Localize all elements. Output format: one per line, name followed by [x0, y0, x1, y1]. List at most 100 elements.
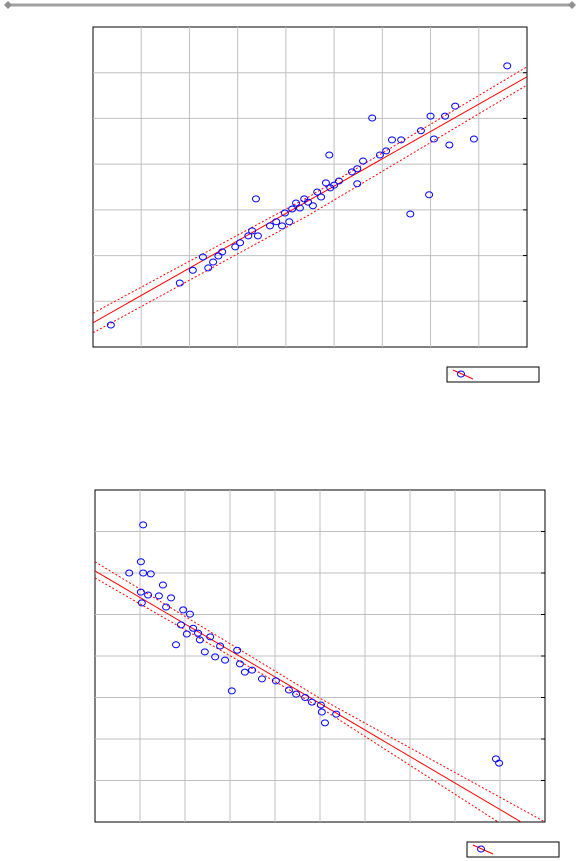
- data-point: [200, 648, 209, 656]
- plot-area: [92, 26, 528, 348]
- data-point: [320, 719, 329, 727]
- data-point: [162, 603, 171, 611]
- data-point: [451, 102, 460, 110]
- data-point: [185, 610, 194, 618]
- data-point: [295, 204, 304, 212]
- data-point: [353, 180, 362, 188]
- legend-line: [472, 844, 494, 855]
- data-point: [368, 114, 377, 122]
- data-point: [387, 136, 396, 144]
- data-point: [271, 677, 280, 685]
- data-point: [426, 112, 435, 120]
- data-point: [253, 232, 262, 240]
- data-point: [216, 642, 225, 650]
- data-point: [158, 581, 167, 589]
- data-point: [139, 521, 148, 529]
- data-point: [292, 690, 301, 698]
- legend-box: [446, 366, 540, 383]
- data-point: [139, 569, 148, 577]
- data-point: [231, 243, 240, 251]
- data-point: [218, 248, 227, 256]
- data-point: [330, 181, 339, 189]
- data-point: [332, 710, 341, 718]
- data-point: [176, 621, 185, 629]
- confidence-line: [95, 577, 499, 822]
- data-point: [206, 633, 215, 641]
- data-point: [359, 157, 368, 165]
- chart: [94, 489, 560, 858]
- data-point: [272, 218, 281, 226]
- data-point: [144, 591, 153, 599]
- data-point: [469, 135, 478, 143]
- data-point: [195, 636, 204, 644]
- legend-line: [452, 369, 474, 380]
- data-point: [136, 588, 145, 596]
- data-point: [495, 759, 504, 767]
- data-point: [316, 701, 325, 709]
- data-point: [288, 205, 297, 213]
- data-point: [301, 694, 310, 701]
- data-point: [221, 656, 230, 664]
- chart: [92, 26, 540, 383]
- data-point: [106, 321, 115, 329]
- data-point: [285, 218, 294, 226]
- data-point: [284, 686, 293, 694]
- legend: [466, 841, 560, 858]
- data-point: [172, 641, 180, 649]
- data-point: [441, 112, 450, 120]
- legend-marker: [477, 845, 485, 853]
- data-point: [280, 209, 289, 217]
- data-point: [235, 660, 244, 668]
- data-point: [188, 266, 197, 274]
- data-point: [406, 210, 415, 218]
- top-bar: [4, 1, 576, 9]
- data-point: [278, 222, 287, 230]
- data-point: [248, 666, 257, 674]
- data-point: [325, 151, 334, 159]
- data-point: [397, 136, 406, 144]
- data-point: [307, 698, 316, 706]
- data-point: [503, 62, 512, 70]
- data-point: [154, 592, 163, 600]
- data-point: [416, 127, 425, 135]
- data-point: [317, 708, 326, 716]
- data-point: [209, 258, 218, 266]
- bar-end: [4, 1, 12, 9]
- data-point: [236, 239, 245, 247]
- data-point: [375, 151, 384, 159]
- data-point: [146, 570, 155, 578]
- data-point: [292, 199, 301, 207]
- legend-box: [466, 841, 560, 858]
- data-point: [429, 135, 438, 143]
- data-point: [227, 687, 236, 695]
- data-point: [304, 198, 313, 206]
- data-point: [175, 279, 184, 287]
- bar-end: [568, 1, 576, 9]
- data-point: [179, 606, 188, 614]
- data-point: [308, 202, 317, 210]
- data-point: [240, 668, 249, 676]
- data-point: [167, 594, 176, 602]
- data-point: [382, 147, 391, 155]
- data-point: [317, 193, 326, 201]
- data-point: [136, 558, 145, 566]
- data-point: [211, 653, 220, 661]
- data-point: [233, 646, 242, 654]
- data-point: [125, 569, 134, 577]
- legend-marker: [457, 370, 465, 378]
- data-point: [198, 253, 207, 261]
- data-point: [313, 188, 322, 196]
- data-point: [353, 165, 362, 173]
- data-point: [244, 232, 253, 240]
- data-point: [194, 629, 203, 637]
- data-point: [204, 264, 213, 272]
- data-point: [334, 177, 343, 185]
- data-point: [321, 179, 330, 187]
- legend: [446, 366, 540, 383]
- data-point: [251, 195, 260, 203]
- data-point: [248, 227, 257, 235]
- data-point: [182, 630, 191, 638]
- data-point: [265, 222, 274, 230]
- data-point: [445, 141, 454, 149]
